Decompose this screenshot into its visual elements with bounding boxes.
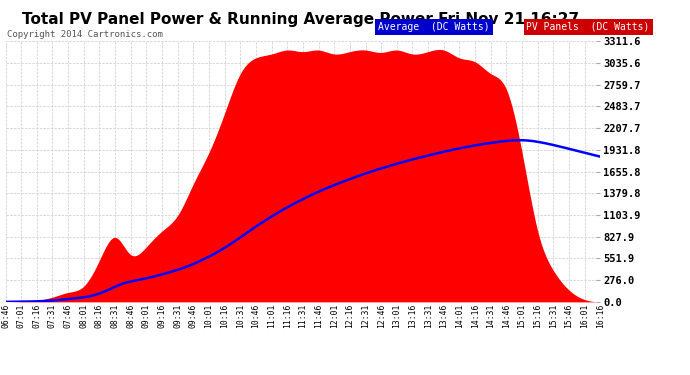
- Text: PV Panels  (DC Watts): PV Panels (DC Watts): [526, 22, 650, 32]
- Text: Copyright 2014 Cartronics.com: Copyright 2014 Cartronics.com: [7, 30, 163, 39]
- Text: Total PV Panel Power & Running Average Power Fri Nov 21 16:27: Total PV Panel Power & Running Average P…: [21, 12, 579, 27]
- Text: Average  (DC Watts): Average (DC Watts): [378, 22, 490, 32]
